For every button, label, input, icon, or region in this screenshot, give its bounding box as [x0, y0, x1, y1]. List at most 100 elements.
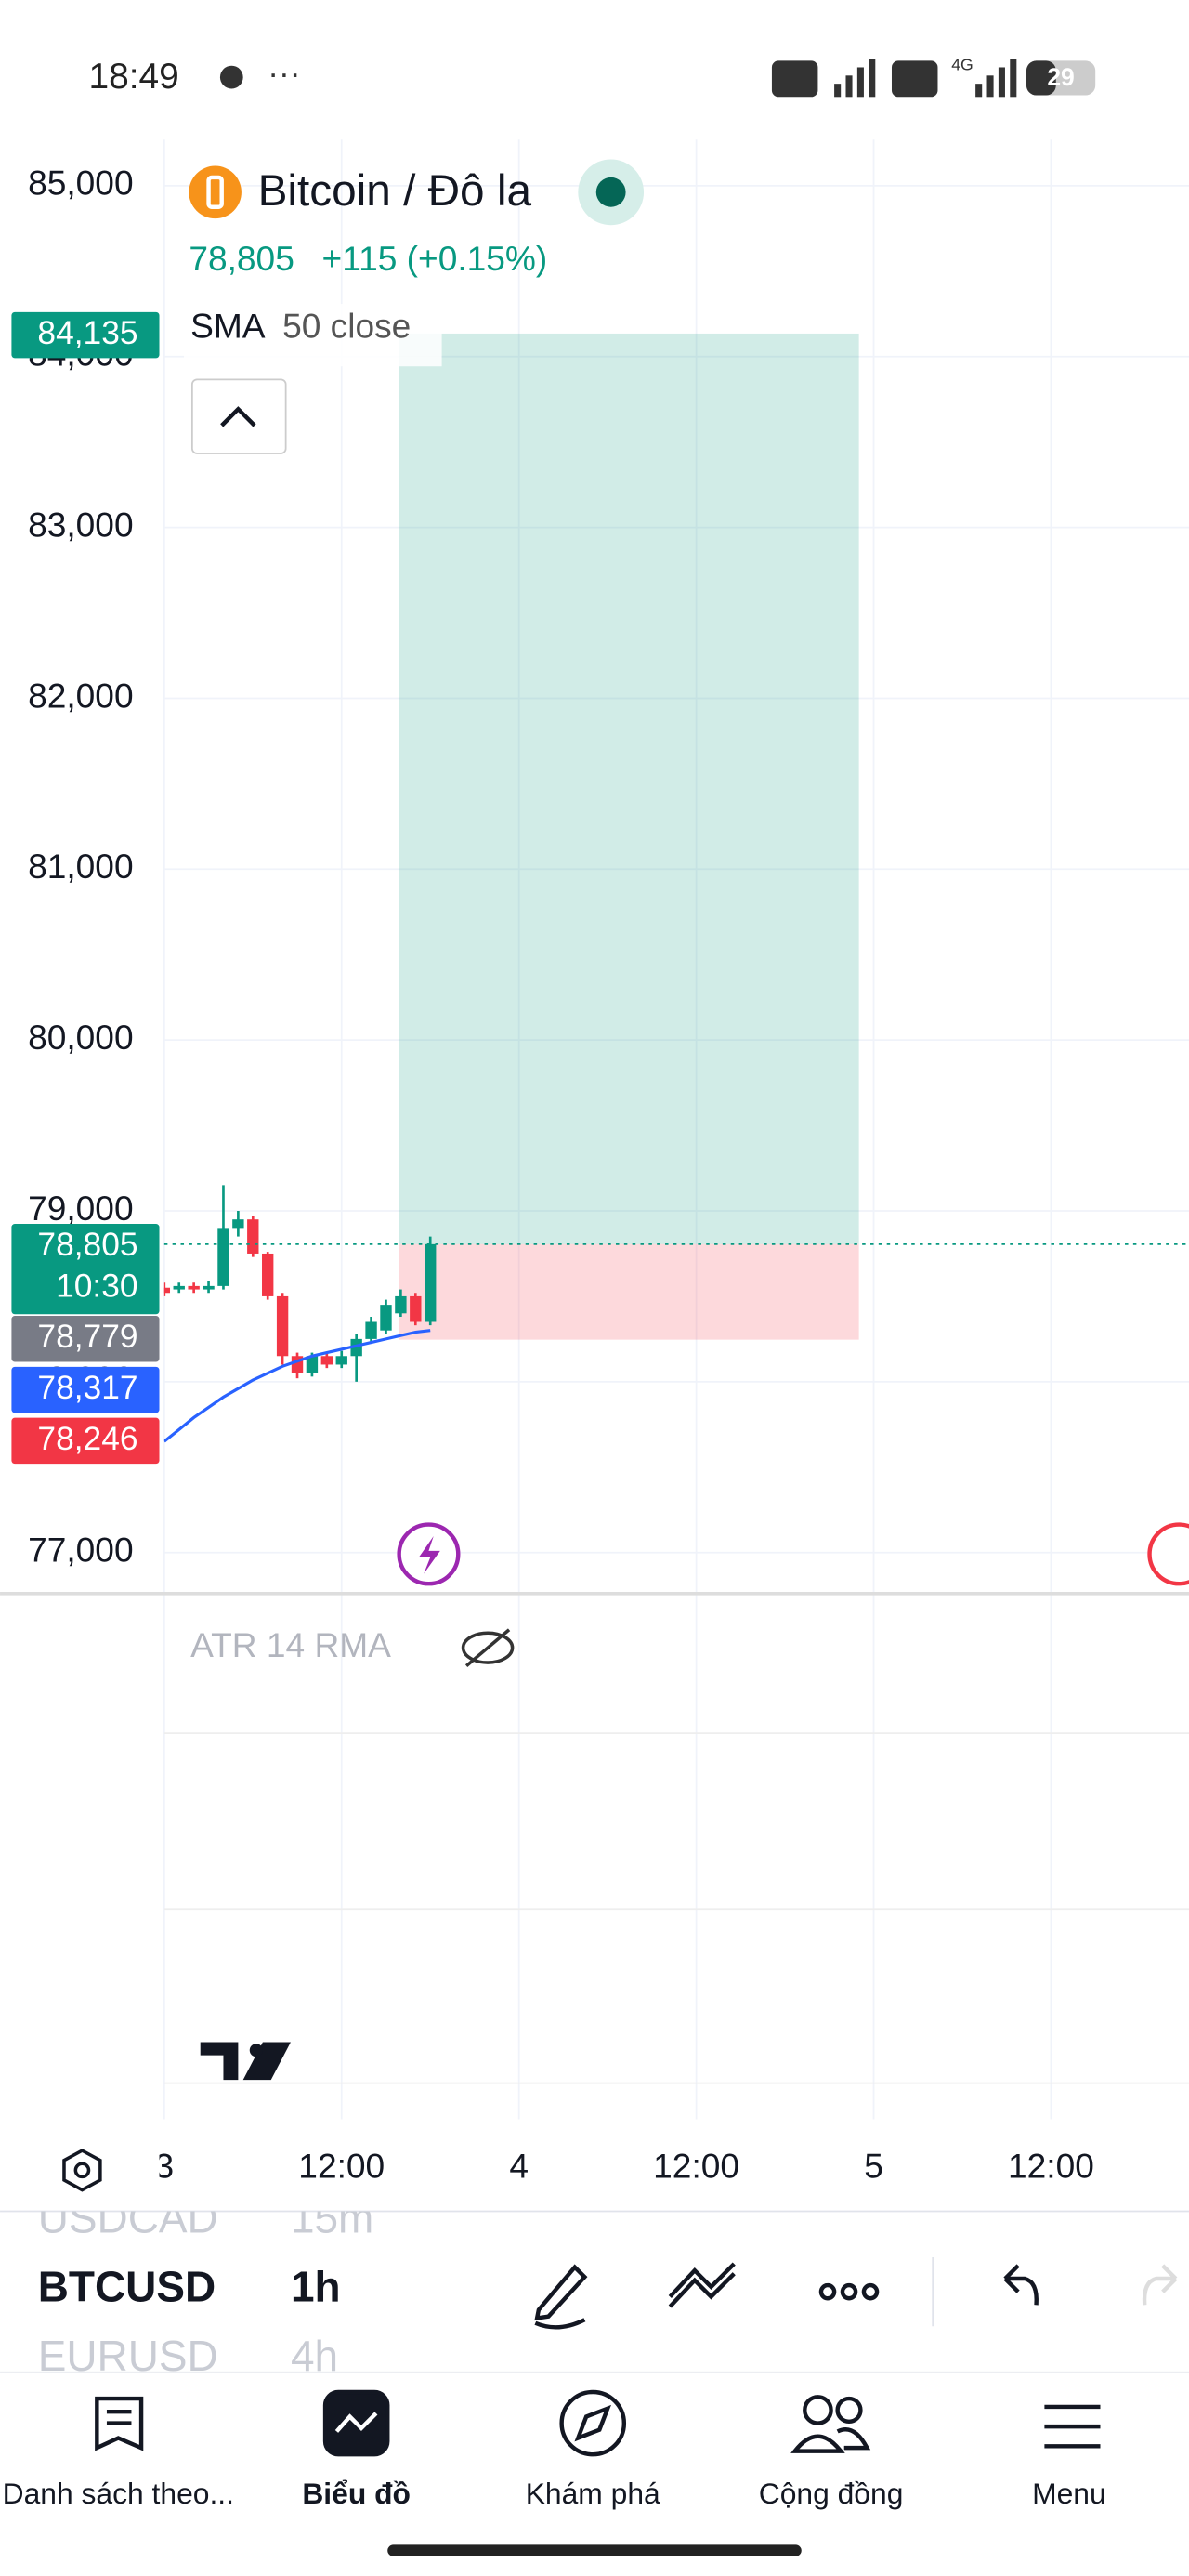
- x-tick-label: 12:00: [298, 2146, 385, 2185]
- explore-icon: [574, 2404, 611, 2442]
- x-tick-label: 3: [155, 2146, 175, 2185]
- price-badge: [11, 1417, 160, 1465]
- settings-icon[interactable]: [62, 2149, 102, 2192]
- watchlist-icon[interactable]: [95, 2396, 144, 2451]
- picker-interval[interactable]: 4h: [291, 2332, 338, 2380]
- price-badge: [11, 1316, 160, 1362]
- picker-symbol[interactable]: USDCAD: [38, 2193, 218, 2242]
- price-badge: [11, 1224, 160, 1315]
- symbol: Bitcoin / Đô la: [258, 166, 532, 216]
- y-tick-label: 80,000: [28, 1018, 134, 1057]
- candle-body: [232, 1219, 244, 1229]
- y-tick-label: 81,000: [28, 847, 134, 886]
- market-status: [595, 177, 626, 207]
- nav-icons: [95, 2389, 1101, 2457]
- plot: [163, 333, 859, 1443]
- price-badge-label: 84,135: [37, 315, 137, 351]
- candle-body: [173, 1285, 185, 1290]
- candle-body: [410, 1295, 422, 1322]
- candle-body: [425, 1243, 437, 1322]
- more-icon: ···: [268, 56, 300, 92]
- price-badge-label: 78,246: [37, 1421, 137, 1457]
- picker-interval[interactable]: 15m: [291, 2193, 373, 2242]
- candle-body: [203, 1285, 215, 1290]
- price-badge-label: 78,779: [37, 1319, 137, 1355]
- y-tick-label: 79,000: [28, 1189, 134, 1228]
- toolbar: [534, 2257, 1178, 2330]
- chart-icon: [334, 2412, 378, 2433]
- clock: 18:49: [89, 57, 179, 97]
- nav-label[interactable]: Danh sách theo...: [3, 2477, 234, 2510]
- battery: 29: [1047, 63, 1074, 91]
- settings-icon: [73, 2162, 91, 2179]
- x-tick-label: 5: [864, 2146, 883, 2185]
- lower-indicator: ATR 14 RMA: [190, 1625, 391, 1664]
- price-badge-label: 78,805: [37, 1227, 137, 1263]
- nav-label[interactable]: Khám phá: [526, 2477, 660, 2510]
- candle-body: [276, 1295, 289, 1357]
- home-indicator: [387, 2544, 802, 2556]
- candle-body: [320, 1356, 333, 1365]
- logo: [200, 2042, 291, 2081]
- x-tick-label: 12:00: [1008, 2146, 1094, 2185]
- chevron: [220, 406, 256, 427]
- nav-bar: Danh sách theo... Biểu đồ Khám phá Cộng đồn…: [3, 2477, 1106, 2510]
- x-axis: 3 12:00 4 12:00 5 12:00: [155, 2146, 1094, 2185]
- target-zone: [399, 333, 859, 1244]
- candle-body: [217, 1228, 229, 1286]
- price-badge: [11, 311, 160, 359]
- draw-tool[interactable]: [534, 2264, 588, 2330]
- candle-body: [306, 1356, 319, 1373]
- y-tick-label: 83,000: [28, 505, 134, 544]
- candle-body: [188, 1285, 200, 1290]
- explore-icon[interactable]: [559, 2389, 627, 2457]
- last-price: 78,805: [189, 239, 294, 278]
- candle-body: [350, 1338, 362, 1357]
- status-icons: [771, 59, 1096, 98]
- indicator-name: SMA: [190, 306, 266, 345]
- candle-body: [163, 1287, 171, 1294]
- countdown: 10:30: [56, 1268, 137, 1304]
- undo[interactable]: [1003, 2264, 1039, 2306]
- candle-body: [395, 1295, 407, 1314]
- change: +115 (+0.15%): [322, 239, 548, 278]
- y-tick-label: 77,000: [28, 1531, 134, 1570]
- candle-body: [335, 1356, 347, 1365]
- nav-label[interactable]: Menu: [1032, 2477, 1106, 2510]
- grid: [163, 139, 1189, 2120]
- chat-icon: [219, 65, 243, 89]
- sma-line: [163, 1329, 431, 1443]
- picker-interval[interactable]: 1h: [291, 2263, 341, 2311]
- y-tick-label: 85,000: [28, 164, 134, 203]
- legend-bg: [184, 304, 442, 367]
- nav-label[interactable]: Cộng đồng: [759, 2477, 904, 2510]
- btc-icon: [206, 175, 224, 209]
- picker-symbol[interactable]: BTCUSD: [38, 2263, 216, 2311]
- menu-icon[interactable]: [1044, 2404, 1101, 2449]
- y-tick-label: 82,000: [28, 676, 134, 715]
- candle-body: [365, 1321, 377, 1339]
- trend-tool[interactable]: [668, 2262, 736, 2308]
- x-tick-label: 12:00: [653, 2146, 739, 2185]
- price-badge-label: 78,317: [37, 1370, 137, 1406]
- x-tick-label: 4: [509, 2146, 529, 2185]
- hide-icon[interactable]: [461, 1631, 515, 1664]
- symbol-picker: USDCAD 15m BTCUSD 1h EURUSD 4h: [38, 2193, 374, 2380]
- indicator-params: 50 close: [282, 306, 411, 345]
- btc-icon: [189, 165, 242, 219]
- picker-symbol[interactable]: EURUSD: [38, 2332, 218, 2380]
- flag-icon[interactable]: [1147, 1522, 1189, 1586]
- candle-body: [262, 1253, 274, 1296]
- candle-body: [247, 1219, 259, 1254]
- stop-zone: [399, 1243, 859, 1340]
- redo[interactable]: [1142, 2264, 1178, 2306]
- network: 4G: [951, 55, 973, 73]
- nav-label[interactable]: Biểu đồ: [302, 2477, 411, 2510]
- collapse-button[interactable]: [190, 378, 287, 454]
- candle-body: [380, 1305, 392, 1331]
- event-icon: [418, 1535, 440, 1574]
- logo: [249, 2044, 263, 2057]
- hide-icon: [464, 1628, 511, 1667]
